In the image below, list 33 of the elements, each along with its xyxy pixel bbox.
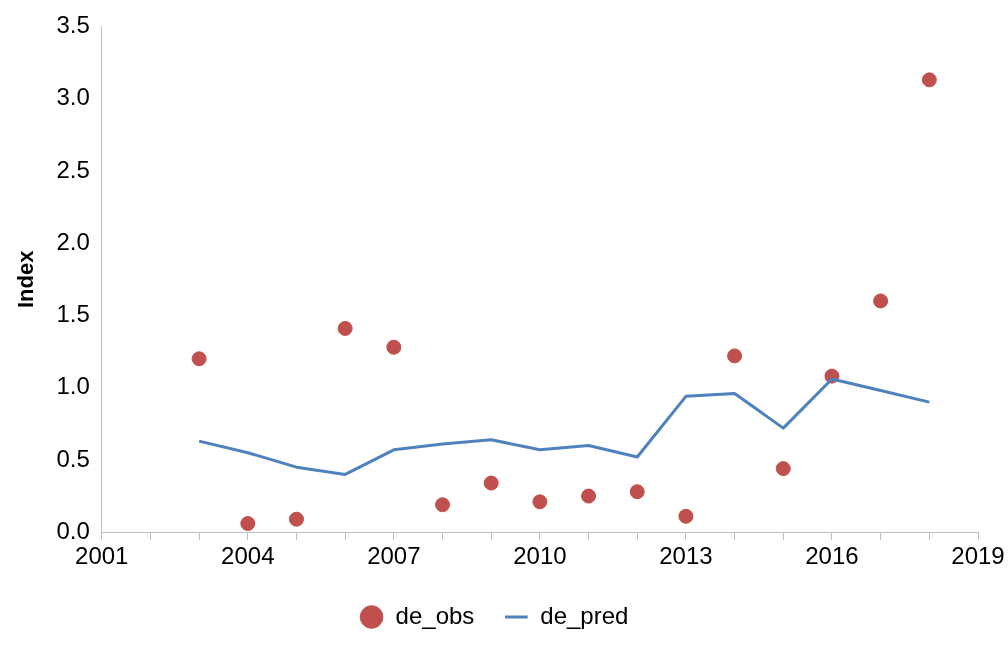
point: [191, 351, 207, 367]
point: [483, 475, 499, 491]
point: [678, 508, 694, 524]
legend-label: de_pred: [540, 601, 629, 629]
point: [581, 488, 597, 504]
y-tick-label: 1.5: [56, 300, 90, 328]
point: [921, 72, 937, 88]
point: [727, 348, 743, 364]
y-tick-label: 2.5: [56, 155, 90, 183]
legend-label: de_obs: [395, 601, 475, 629]
y-tick-label: 1.0: [56, 372, 90, 400]
x-tick-label: 2007: [367, 542, 421, 570]
point: [873, 293, 889, 309]
point: [629, 484, 645, 500]
y-tick-label: 0.5: [56, 444, 90, 472]
point: [386, 339, 402, 355]
point: [337, 320, 353, 336]
x-tick-label: 2004: [221, 542, 275, 570]
x-tick-label: 2013: [659, 542, 713, 570]
point: [775, 461, 791, 477]
y-axis-title: Index: [13, 249, 39, 309]
x-tick-label: 2019: [951, 542, 1005, 570]
y-tick-label: 0.0: [56, 516, 90, 544]
point: [435, 497, 451, 513]
x-tick-label: 2016: [805, 542, 859, 570]
point: [288, 511, 304, 527]
x-tick-label: 2010: [513, 542, 567, 570]
y-tick-label: 2.0: [56, 227, 90, 255]
x-tick-label: 2001: [75, 542, 129, 570]
y-tick-label: 3.0: [56, 83, 90, 111]
point: [532, 494, 548, 510]
y-tick-label: 3.5: [56, 11, 90, 39]
point: [240, 516, 256, 532]
